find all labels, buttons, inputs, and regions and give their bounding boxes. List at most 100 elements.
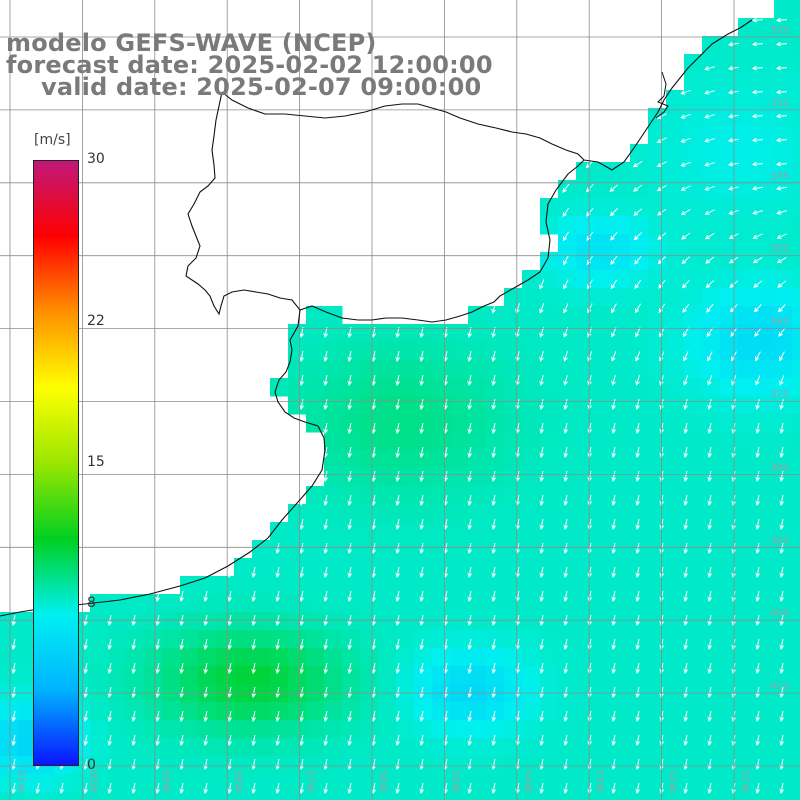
wind-speed-cell — [396, 378, 415, 397]
wind-speed-cell — [558, 504, 577, 523]
wind-speed-cell — [252, 738, 271, 757]
wind-speed-cell — [558, 576, 577, 595]
wind-speed-cell — [450, 558, 469, 577]
wind-speed-cell — [792, 0, 800, 19]
wind-arrow — [395, 351, 400, 362]
wind-speed-cell — [792, 216, 800, 235]
wind-speed-cell — [378, 396, 397, 415]
wind-arrow — [635, 687, 640, 698]
wind-speed-cell — [630, 288, 649, 307]
wind-speed-cell — [414, 594, 433, 613]
wind-speed-cell — [180, 702, 199, 721]
wind-speed-cell — [594, 576, 613, 595]
wind-speed-cell — [270, 540, 289, 559]
wind-arrow — [704, 138, 715, 143]
wind-speed-cell — [594, 450, 613, 469]
wind-speed-cell — [576, 216, 595, 235]
wind-speed-cell — [522, 630, 541, 649]
wind-speed-cell — [666, 702, 685, 721]
wind-speed-cell — [792, 576, 800, 595]
wind-speed-cell — [288, 540, 307, 559]
wind-speed-cell — [666, 504, 685, 523]
wind-speed-cell — [450, 378, 469, 397]
wind-speed-cell — [306, 396, 325, 415]
wind-speed-cell — [396, 450, 415, 469]
wind-speed-cell — [396, 504, 415, 523]
wind-speed-cell — [612, 342, 631, 361]
wind-speed-cell — [486, 504, 505, 523]
wind-arrow — [131, 663, 136, 674]
wind-speed-cell — [468, 540, 487, 559]
wind-speed-cell — [162, 648, 181, 667]
wind-arrow — [347, 375, 352, 386]
wind-speed-cell — [180, 594, 199, 613]
wind-arrow — [611, 471, 616, 482]
wind-speed-cell — [360, 360, 379, 379]
wind-arrow — [203, 639, 208, 650]
wind-arrow — [659, 351, 665, 362]
wind-speed-cell — [198, 594, 217, 613]
wind-speed-cell — [90, 648, 109, 667]
wind-speed-cell — [648, 342, 667, 361]
wind-speed-cell — [108, 594, 127, 613]
wind-arrow — [59, 783, 64, 794]
wind-speed-cell — [612, 666, 631, 685]
wind-speed-cell — [630, 738, 649, 757]
longitude-label: 58W — [232, 770, 243, 793]
wind-speed-cell — [666, 396, 685, 415]
wind-speed-cell — [234, 792, 253, 800]
wind-speed-cell — [738, 612, 757, 631]
wind-speed-cell — [162, 756, 181, 775]
wind-speed-cell — [216, 648, 235, 667]
wind-arrow — [775, 41, 788, 47]
wind-speed-cell — [774, 360, 793, 379]
wind-arrow — [539, 447, 544, 458]
wind-arrow — [563, 375, 568, 386]
wind-speed-cell — [414, 432, 433, 451]
colorbar-tick-label: 22 — [87, 312, 105, 329]
wind-arrow — [179, 591, 184, 602]
wind-speed-cell — [144, 756, 163, 775]
wind-speed-cell — [396, 486, 415, 505]
wind-speed-cell — [522, 504, 541, 523]
wind-speed-cell — [270, 648, 289, 667]
wind-speed-cell — [756, 234, 775, 253]
wind-arrow — [467, 783, 472, 794]
wind-speed-cell — [144, 612, 163, 631]
wind-speed-cell — [180, 666, 199, 685]
wind-speed-cell — [774, 0, 793, 19]
wind-speed-cell — [504, 702, 523, 721]
wind-speed-cell — [234, 666, 253, 685]
wind-speed-cell — [792, 522, 800, 541]
wind-arrow — [419, 447, 424, 458]
wind-speed-cell — [558, 468, 577, 487]
wind-speed-cell — [90, 756, 109, 775]
wind-speed-cell — [378, 342, 397, 361]
wind-speed-cell — [432, 738, 451, 757]
wind-speed-cell — [702, 378, 721, 397]
wind-arrow — [775, 113, 788, 119]
wind-speed-cell — [648, 666, 667, 685]
wind-arrow — [634, 255, 642, 265]
wind-speed-cell — [0, 666, 19, 685]
wind-speed-cell — [252, 756, 271, 775]
wind-speed-cell — [792, 288, 800, 307]
wind-arrow — [587, 303, 593, 314]
wind-arrow — [611, 663, 616, 674]
wind-arrow — [707, 639, 712, 650]
wind-speed-cell — [36, 792, 55, 800]
wind-speed-cell — [756, 378, 775, 397]
wind-arrow — [682, 327, 690, 338]
wind-arrow — [347, 495, 352, 506]
wind-speed-cell — [324, 666, 343, 685]
wind-arrow — [751, 113, 764, 119]
wind-speed-cell — [378, 486, 397, 505]
wind-speed-cell — [486, 378, 505, 397]
wind-arrow — [251, 639, 256, 650]
wind-speed-cell — [522, 360, 541, 379]
wind-speed-cell — [594, 630, 613, 649]
wind-speed-cell — [486, 756, 505, 775]
wind-speed-cell — [450, 486, 469, 505]
wind-speed-cell — [18, 630, 37, 649]
wind-speed-cell — [432, 720, 451, 739]
